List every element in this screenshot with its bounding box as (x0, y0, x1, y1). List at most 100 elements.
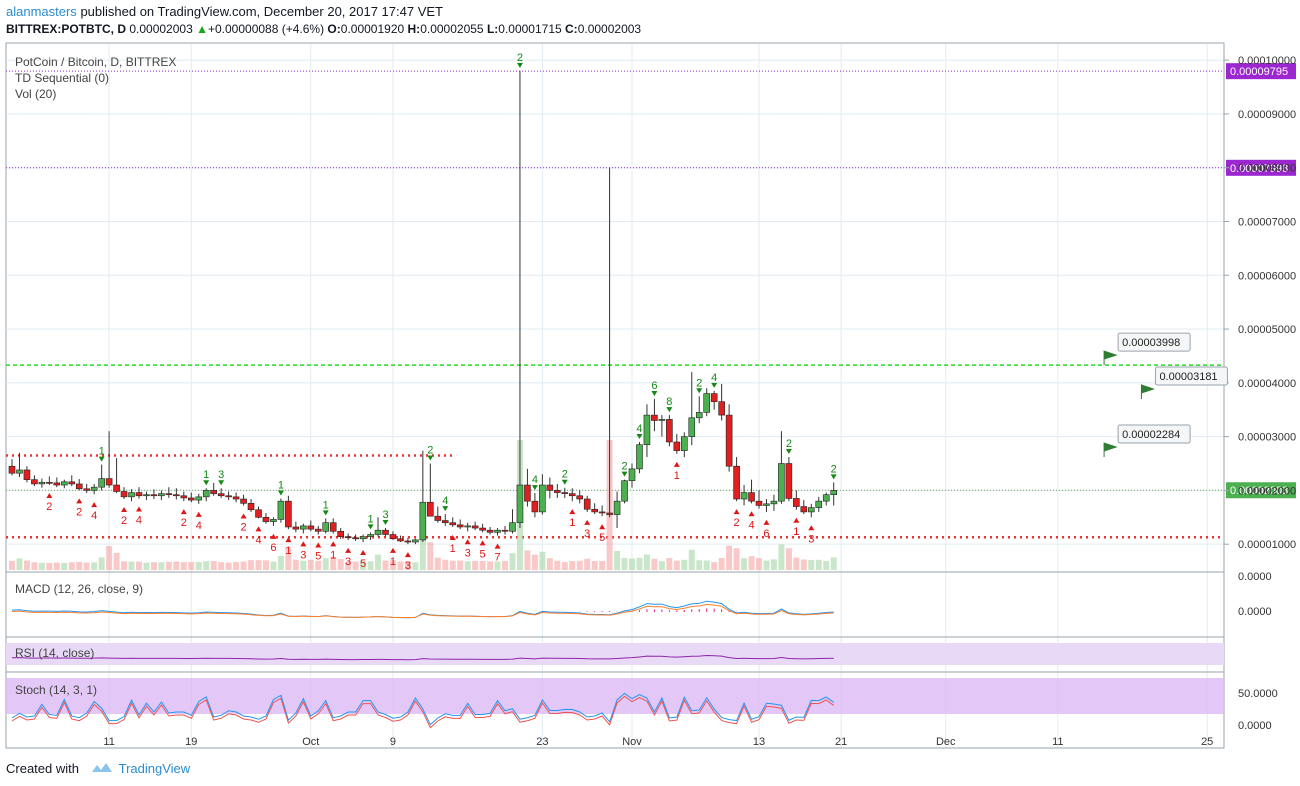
candle-body[interactable] (158, 493, 165, 497)
candle-body[interactable] (643, 414, 651, 445)
candle-body[interactable] (195, 496, 203, 501)
candle-body[interactable] (427, 501, 434, 517)
candle-body[interactable] (822, 494, 830, 502)
candle-body[interactable] (23, 469, 31, 480)
candle-body[interactable] (90, 486, 98, 491)
candle-body[interactable] (180, 495, 188, 499)
candle-body[interactable] (337, 530, 344, 537)
candle-body[interactable] (651, 414, 658, 421)
candle-body[interactable] (441, 520, 449, 523)
candle-body[interactable] (673, 441, 681, 451)
candle-body[interactable] (718, 401, 725, 416)
candle-body[interactable] (255, 509, 262, 518)
candle-body[interactable] (367, 534, 374, 537)
candle-body[interactable] (202, 490, 210, 498)
candle-body[interactable] (613, 500, 621, 515)
candle-body[interactable] (606, 512, 613, 515)
candle-body[interactable] (733, 465, 740, 500)
candle-body[interactable] (501, 529, 509, 532)
candle-body[interactable] (128, 492, 135, 498)
candle-body[interactable] (113, 484, 120, 492)
candle-body[interactable] (307, 525, 315, 530)
candle-body[interactable] (815, 500, 823, 508)
candle-body[interactable] (150, 494, 158, 497)
candle-body[interactable] (710, 393, 718, 402)
candle-body[interactable] (479, 527, 486, 531)
candle-body[interactable] (165, 493, 173, 496)
candle-body[interactable] (16, 469, 23, 474)
candle-body[interactable] (591, 508, 598, 513)
candle-body[interactable] (456, 524, 464, 528)
candle-body[interactable] (60, 481, 68, 486)
candle-body[interactable] (352, 537, 359, 540)
candle-body[interactable] (300, 525, 307, 530)
candle-body[interactable] (658, 419, 666, 421)
candle-body[interactable] (277, 500, 285, 520)
candle-body[interactable] (322, 522, 330, 532)
candle-body[interactable] (329, 522, 337, 532)
candle-body[interactable] (539, 484, 546, 513)
candle-body[interactable] (262, 516, 270, 522)
candle-body[interactable] (748, 492, 755, 502)
candle-body[interactable] (554, 490, 561, 493)
candle-body[interactable] (46, 482, 53, 484)
candle-body[interactable] (225, 495, 232, 498)
candle-body[interactable] (53, 482, 61, 486)
tradingview-logo-icon[interactable] (91, 762, 113, 777)
candle-body[interactable] (509, 522, 516, 532)
candle-body[interactable] (793, 498, 800, 507)
tradingview-link[interactable]: TradingView (118, 761, 191, 776)
candle-body[interactable] (83, 488, 90, 491)
candle-body[interactable] (374, 529, 382, 535)
candle-body[interactable] (389, 534, 397, 540)
candle-body[interactable] (285, 500, 292, 528)
candle-body[interactable] (800, 506, 808, 513)
candle-body[interactable] (397, 538, 404, 542)
candle-body[interactable] (695, 412, 703, 419)
candle-body[interactable] (240, 498, 247, 504)
candle-body[interactable] (636, 444, 643, 470)
price-callout[interactable] (1154, 366, 1228, 386)
candle-body[interactable] (217, 493, 225, 497)
candle-body[interactable] (270, 519, 277, 522)
candle-body[interactable] (770, 500, 778, 505)
candle-body[interactable] (628, 468, 636, 482)
candle-body[interactable] (755, 500, 763, 506)
candle-body[interactable] (666, 419, 673, 443)
candle-body[interactable] (449, 522, 457, 526)
candle-body[interactable] (621, 480, 628, 502)
author-link[interactable]: alanmasters (6, 4, 77, 19)
candle-body[interactable] (187, 497, 195, 501)
candle-body[interactable] (120, 491, 128, 498)
candle-body[interactable] (38, 482, 46, 485)
candle-body[interactable] (807, 507, 815, 513)
candle-body[interactable] (434, 515, 442, 521)
candle-body[interactable] (412, 539, 419, 543)
candle-body[interactable] (778, 463, 785, 502)
candle-body[interactable] (314, 528, 322, 532)
candle-body[interactable] (419, 501, 427, 541)
candle-body[interactable] (568, 493, 576, 497)
candle-body[interactable] (98, 478, 105, 488)
price-callout[interactable] (1117, 332, 1191, 352)
candle-body[interactable] (382, 529, 389, 535)
candle-body[interactable] (135, 492, 143, 497)
candle-body[interactable] (464, 525, 471, 528)
candle-body[interactable] (680, 436, 688, 451)
candle-body[interactable] (688, 417, 696, 437)
candle-body[interactable] (68, 481, 76, 485)
candle-body[interactable] (725, 414, 733, 467)
callouts[interactable]: 0.00003998 0.00003181 0.00002284 (1103, 332, 1228, 458)
candle-body[interactable] (75, 483, 83, 490)
candle-body[interactable] (740, 492, 748, 500)
candle-body[interactable] (247, 503, 255, 511)
candle-body[interactable] (173, 494, 180, 497)
candle-body[interactable] (494, 529, 501, 533)
candle-body[interactable] (471, 525, 479, 529)
candle-body[interactable] (232, 496, 240, 500)
candle-body[interactable] (344, 536, 352, 539)
candle-body[interactable] (516, 484, 524, 523)
candle-body[interactable] (105, 478, 113, 486)
